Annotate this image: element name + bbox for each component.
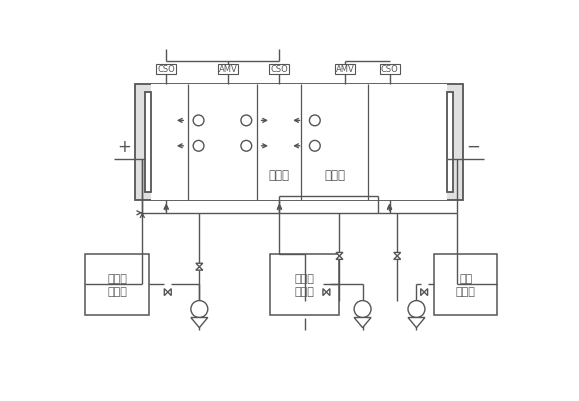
Bar <box>379 65 400 75</box>
Text: 浓缩室: 浓缩室 <box>324 168 345 181</box>
Polygon shape <box>424 289 428 296</box>
Circle shape <box>241 141 252 152</box>
Circle shape <box>408 301 425 318</box>
Text: CSO: CSO <box>270 65 288 74</box>
Circle shape <box>193 141 204 152</box>
Polygon shape <box>336 256 343 260</box>
Bar <box>135 85 463 200</box>
Polygon shape <box>394 256 401 260</box>
Text: 淡化室: 淡化室 <box>269 168 290 181</box>
Polygon shape <box>354 318 371 328</box>
Text: AMV: AMV <box>335 65 354 74</box>
Polygon shape <box>327 289 330 296</box>
Text: −: − <box>467 138 481 156</box>
Bar <box>269 65 290 75</box>
Circle shape <box>193 116 204 126</box>
Text: AMV: AMV <box>218 65 237 74</box>
Polygon shape <box>191 318 208 328</box>
Polygon shape <box>394 253 401 256</box>
Polygon shape <box>408 318 425 328</box>
Text: +: + <box>118 138 131 156</box>
Bar <box>156 65 176 75</box>
Circle shape <box>309 141 320 152</box>
Text: 储液槽: 储液槽 <box>456 286 476 296</box>
Circle shape <box>191 301 208 318</box>
Text: CSO: CSO <box>157 65 175 74</box>
Text: 极室: 极室 <box>459 273 472 284</box>
Polygon shape <box>164 289 168 296</box>
Polygon shape <box>196 267 203 271</box>
Circle shape <box>241 116 252 126</box>
Text: CSO: CSO <box>380 65 398 74</box>
Text: 浓缩室: 浓缩室 <box>107 273 127 284</box>
Bar <box>447 93 453 192</box>
Polygon shape <box>168 289 171 296</box>
Circle shape <box>354 301 371 318</box>
Bar <box>151 85 447 200</box>
Bar <box>270 254 339 316</box>
Bar <box>335 65 355 75</box>
Text: 淡化室: 淡化室 <box>295 273 315 284</box>
Circle shape <box>309 116 320 126</box>
Polygon shape <box>336 253 343 256</box>
Polygon shape <box>421 289 424 296</box>
Bar <box>434 254 497 316</box>
Bar <box>85 254 148 316</box>
Bar <box>218 65 238 75</box>
Polygon shape <box>196 263 203 267</box>
Polygon shape <box>323 289 327 296</box>
Text: 储液槽: 储液槽 <box>295 286 315 296</box>
Bar <box>145 93 151 192</box>
Text: 储液槽: 储液槽 <box>107 286 127 296</box>
